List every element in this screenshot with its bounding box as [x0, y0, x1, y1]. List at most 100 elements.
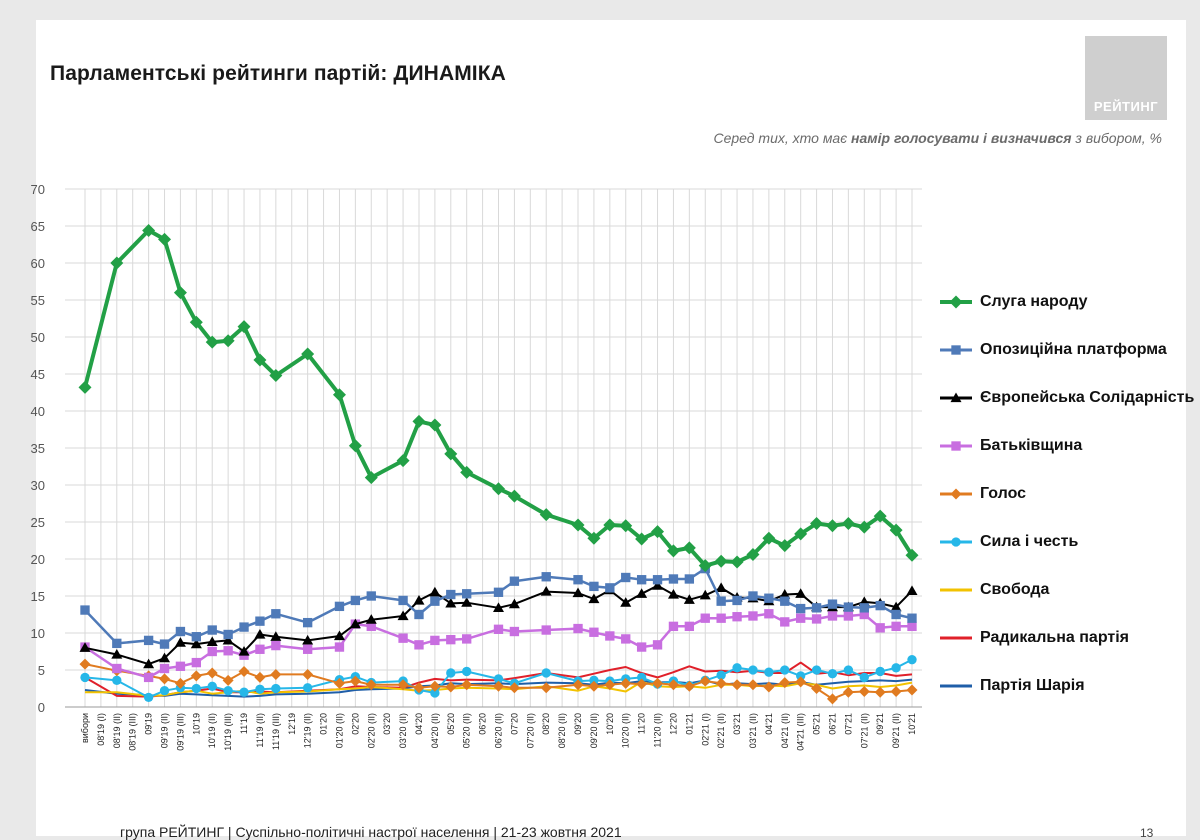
data-point — [589, 627, 599, 637]
data-point — [509, 626, 520, 637]
x-tick-label: 10'20 — [605, 713, 615, 735]
data-point — [619, 519, 633, 533]
data-point — [350, 595, 361, 606]
data-point — [207, 681, 217, 691]
data-point — [80, 672, 90, 683]
series-0 — [78, 223, 919, 573]
data-point — [620, 677, 632, 689]
x-tick-label: 10'21 — [907, 713, 917, 735]
data-point — [142, 223, 156, 237]
data-point — [573, 575, 583, 585]
data-point — [906, 684, 918, 696]
data-point — [143, 658, 155, 669]
data-point — [825, 519, 839, 533]
data-point — [540, 682, 552, 694]
data-point — [302, 683, 313, 693]
subtitle-bold: намір голосувати і визначився — [851, 130, 1072, 146]
legend-marker — [951, 345, 961, 355]
data-point — [730, 555, 744, 569]
footer-text: група РЕЙТИНГ | Суспільно-політичні наст… — [120, 824, 622, 840]
data-point — [746, 548, 760, 562]
x-tick-label: 08'19 (І) — [96, 713, 106, 746]
data-point — [875, 600, 885, 611]
data-point — [493, 624, 504, 634]
x-tick-label: 06'21 — [827, 713, 837, 735]
x-tick-label: 06'20 — [478, 713, 488, 735]
data-point — [699, 675, 711, 687]
x-tick-label: 02'21 (ІІ) — [716, 713, 726, 748]
data-point — [636, 575, 647, 585]
data-point — [430, 688, 440, 698]
x-tick-label: 10'19 (ІІІ) — [223, 713, 233, 751]
x-tick-label: 05'20 (ІІ) — [462, 713, 472, 748]
data-point — [398, 633, 408, 643]
data-point — [857, 520, 871, 534]
data-point — [112, 675, 122, 686]
x-tick-label: 08'19 (ІІ) — [112, 713, 122, 748]
data-point — [635, 532, 649, 546]
data-point — [843, 665, 854, 675]
x-tick-label: 04'20 — [414, 713, 424, 735]
data-point — [333, 677, 345, 689]
subtitle-pre: Серед тих, хто має — [713, 130, 852, 146]
x-tick-label: 11'19 — [239, 713, 249, 734]
data-point — [508, 598, 520, 609]
data-point — [795, 676, 807, 688]
data-point — [589, 675, 599, 686]
x-tick-label: 04'21 (ІІІ) — [796, 713, 806, 751]
data-point — [795, 671, 806, 681]
data-point — [541, 572, 551, 582]
data-point — [207, 625, 217, 635]
x-tick-label: 04'21 — [764, 713, 774, 735]
legend-swatch — [940, 392, 972, 403]
data-point — [271, 609, 281, 619]
data-point — [668, 574, 679, 584]
data-point — [205, 335, 219, 349]
data-point — [110, 256, 124, 270]
legend-item: Європейська Солідарність — [940, 388, 1194, 408]
data-point — [254, 671, 266, 683]
data-point — [780, 665, 790, 675]
data-point — [429, 680, 441, 692]
data-point — [430, 635, 440, 646]
legend-item: Голос — [940, 484, 1026, 504]
data-point — [223, 686, 233, 696]
data-point — [269, 368, 283, 382]
legend-label: Батьківщина — [980, 437, 1083, 454]
data-point — [221, 334, 235, 348]
data-point — [605, 583, 615, 593]
data-point — [302, 668, 314, 680]
data-point — [714, 554, 728, 568]
data-point — [732, 663, 742, 673]
data-point — [605, 631, 615, 641]
data-point — [683, 594, 695, 604]
data-point — [843, 611, 854, 621]
legend-label: Радикальна партія — [980, 629, 1130, 646]
legend-item: Свобода — [940, 580, 1049, 600]
data-point — [842, 686, 854, 698]
data-point — [541, 625, 551, 635]
data-point — [636, 672, 647, 683]
data-point — [859, 603, 869, 613]
data-point — [397, 679, 409, 691]
y-tick-label: 5 — [38, 663, 45, 678]
data-point — [891, 663, 901, 673]
data-point — [795, 603, 806, 614]
x-tick-label: 12'19 (ІІ) — [303, 713, 313, 748]
data-point — [858, 685, 870, 697]
data-point — [270, 631, 282, 641]
data-point — [682, 541, 696, 555]
data-point — [430, 596, 440, 606]
legend-label: Голос — [980, 485, 1027, 502]
data-point — [907, 654, 917, 665]
x-tick-label: 10'19 (ІІ) — [207, 713, 217, 748]
x-tick-label: 09'19 (ІІ) — [160, 713, 170, 748]
x-tick-label: 12'20 — [668, 713, 678, 735]
data-point — [175, 661, 186, 671]
legend-label: Партія Шарія — [980, 677, 1085, 694]
data-point — [302, 634, 314, 645]
data-point — [764, 593, 774, 603]
data-point — [905, 548, 919, 562]
data-point — [159, 673, 171, 685]
data-point — [509, 576, 520, 586]
